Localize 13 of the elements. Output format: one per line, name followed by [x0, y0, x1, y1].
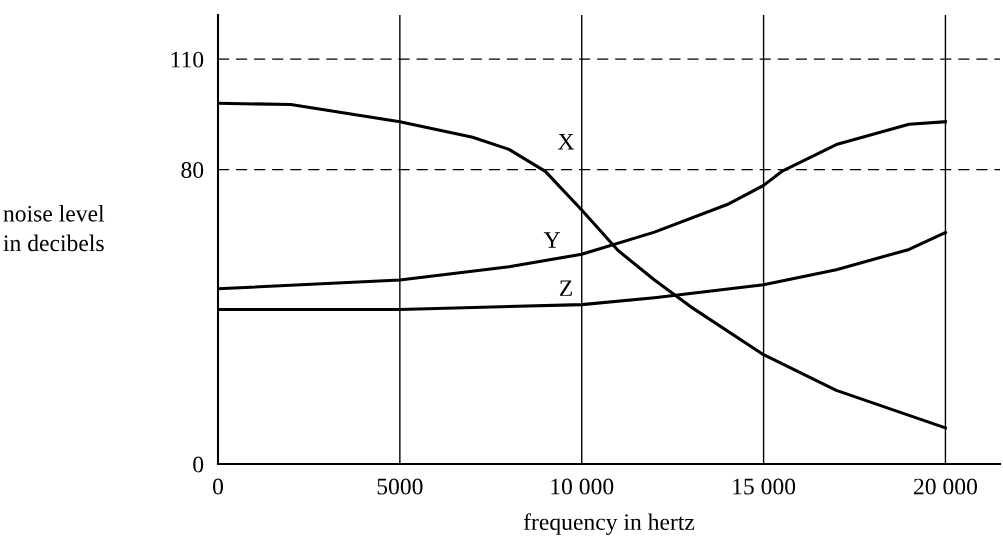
series-label: X [557, 133, 575, 150]
y-tick-label: 0 [193, 456, 204, 473]
x-tick-label: 5000 [377, 478, 423, 495]
x-tick-label: 20 000 [914, 478, 978, 495]
series-label: Z [559, 280, 572, 296]
x-axis-title: frequency in hertz [523, 513, 695, 535]
y-tick-label: 80 [181, 162, 204, 178]
x-tick-label: 0 [213, 478, 223, 495]
series-label: Y [543, 232, 561, 248]
x-tick-label: 10 000 [551, 478, 614, 495]
y-tick-label: 110 [171, 51, 204, 68]
x-tick-label: 15 000 [733, 478, 796, 495]
y-axis-title: noise level in decibels [3, 205, 105, 252]
